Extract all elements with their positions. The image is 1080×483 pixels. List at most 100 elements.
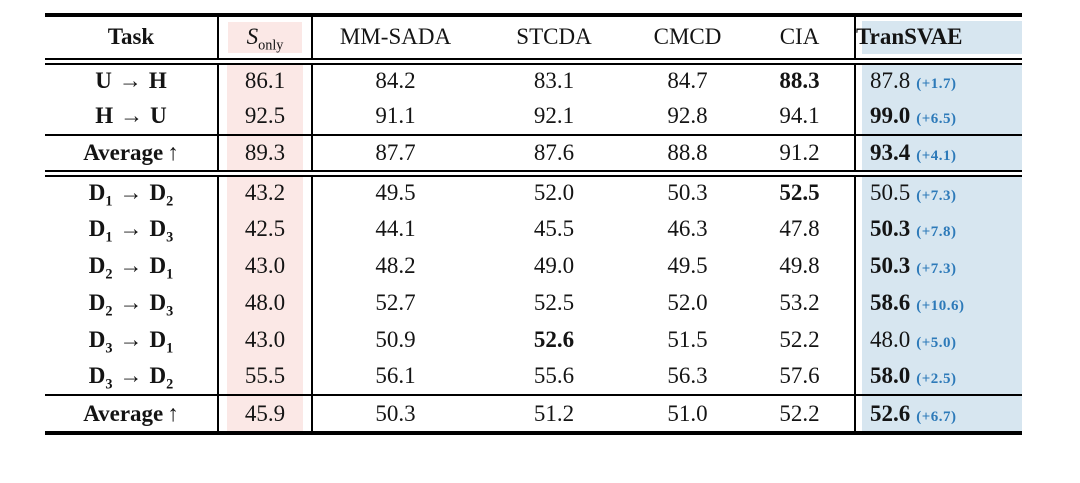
col-header-source-only: Sonly [217, 15, 313, 65]
gain-delta: (+4.1) [916, 147, 957, 164]
method-cell: 50.3 [312, 394, 478, 433]
task-label: H [148, 68, 167, 94]
value: 52.7 [375, 289, 416, 315]
task-cell: D3 → D1 [45, 321, 218, 358]
value: 84.2 [375, 68, 416, 94]
method-cell: 84.2 [312, 61, 478, 98]
method-cell: 48.2 [312, 247, 478, 284]
up-arrow-icon: ↑ [167, 400, 179, 426]
transvae-cell: 52.6 (+6.7) [854, 394, 1022, 433]
value: 51.2 [533, 400, 575, 426]
task-label: D2 [88, 252, 113, 283]
transvae-cell: 50.3 (+7.8) [854, 210, 1022, 247]
gain-delta: (+5.0) [916, 334, 957, 351]
gain-delta: (+7.8) [916, 223, 957, 240]
method-cell: 52.0 [478, 173, 630, 210]
table-body: U → H 86.1 84.2 83.1 84.7 88.3 87.8 (+1.7) H → U 92.5… [45, 61, 1022, 433]
task-label: D2 [149, 363, 174, 393]
value: 52.6 [533, 326, 575, 352]
value: 49.0 [533, 252, 575, 278]
value: 92.1 [533, 103, 575, 128]
value: 49.8 [779, 252, 820, 278]
task-label: D3 [149, 215, 174, 246]
col-header-task: Task [45, 15, 218, 65]
source-only-cell: 89.3 [217, 134, 313, 177]
task-row: D3 → D1 43.0 50.9 52.6 51.5 52.2 48.0 (+5.0) [45, 321, 1022, 358]
value: 50.9 [375, 326, 416, 352]
value: 87.6 [533, 139, 575, 165]
method-cell: 52.2 [745, 394, 855, 433]
task-label: D1 [149, 252, 174, 283]
value: 50.3 [667, 180, 708, 206]
transvae-value: 58.6 [870, 289, 911, 315]
method-cell: 94.1 [745, 98, 855, 135]
value: 89.3 [244, 139, 286, 165]
value: 49.5 [667, 252, 708, 278]
task-row: D1 → D3 42.5 44.1 45.5 46.3 47.8 50.3 (+7.8) [45, 210, 1022, 247]
right-arrow-icon: → [119, 252, 143, 278]
task-cell: D2 → D3 [45, 284, 218, 321]
method-cell: 56.3 [630, 358, 745, 395]
value: 46.3 [667, 215, 708, 241]
col-header-mm-sada: MM-SADA [312, 15, 478, 65]
method-cell: 49.5 [312, 173, 478, 210]
task-subscript: 2 [166, 376, 174, 393]
task-row: D3 → D2 55.5 56.1 55.6 56.3 57.6 58.0 (+2.5) [45, 358, 1022, 395]
transvae-cell: 58.6 (+10.6) [854, 284, 1022, 321]
gain-delta: (+7.3) [916, 188, 957, 205]
method-cell: 55.6 [478, 358, 630, 395]
transvae-cell: 58.0 (+2.5) [854, 358, 1022, 395]
value: 45.5 [533, 215, 575, 241]
value: 91.1 [375, 103, 416, 128]
method-cell: 56.1 [312, 358, 478, 395]
value: 43.0 [244, 252, 286, 278]
task-subscript: 1 [166, 266, 174, 283]
value: 50.3 [375, 400, 416, 426]
sonly-subscript: only [258, 37, 284, 54]
value: 44.1 [375, 215, 416, 241]
task-label: D3 [88, 326, 113, 357]
right-arrow-icon: → [119, 326, 143, 352]
transvae-value: 50.3 [870, 215, 911, 241]
average-label-cell: Average ↑ [45, 394, 218, 433]
average-label: Average [83, 400, 164, 426]
up-arrow-icon: ↑ [167, 139, 179, 165]
task-subscript: 3 [166, 229, 174, 246]
transvae-value: 99.0 [870, 103, 911, 128]
task-subscript: 3 [105, 376, 113, 393]
method-cell: 52.6 [478, 321, 630, 358]
value: 48.2 [375, 252, 416, 278]
col-header-stcda: STCDA [478, 15, 630, 65]
method-cell: 87.6 [478, 134, 630, 177]
method-cell: 51.0 [630, 394, 745, 433]
task-row: U → H 86.1 84.2 83.1 84.7 88.3 87.8 (+1.7) [45, 61, 1022, 98]
value: 52.2 [779, 326, 820, 352]
transvae-value: 50.5 [870, 180, 911, 206]
source-only-cell: 43.0 [217, 321, 313, 358]
gain-delta: (+10.6) [916, 297, 965, 314]
transvae-value: 93.4 [870, 139, 911, 165]
gain-delta: (+7.3) [916, 260, 957, 277]
task-label: D1 [88, 180, 113, 210]
col-header-transvae: TranSVAE [854, 15, 1022, 65]
method-cell: 57.6 [745, 358, 855, 395]
method-cell: 46.3 [630, 210, 745, 247]
value: 51.0 [667, 400, 708, 426]
task-label: D2 [88, 289, 113, 320]
method-cell: 92.8 [630, 98, 745, 135]
method-cell: 51.5 [630, 321, 745, 358]
value: 94.1 [779, 103, 820, 128]
method-cell: 52.7 [312, 284, 478, 321]
task-cell: D1 → D3 [45, 210, 218, 247]
task-subscript: 2 [105, 266, 113, 283]
method-cell: 49.8 [745, 247, 855, 284]
transvae-cell: 50.5 (+7.3) [854, 173, 1022, 210]
right-arrow-icon: → [119, 289, 143, 315]
value: 88.8 [667, 139, 708, 165]
value: 52.0 [667, 289, 708, 315]
value: 57.6 [779, 363, 820, 388]
value: 91.2 [779, 139, 820, 165]
method-cell: 50.3 [630, 173, 745, 210]
right-arrow-icon: → [119, 180, 143, 206]
task-subscript: 3 [105, 340, 113, 357]
